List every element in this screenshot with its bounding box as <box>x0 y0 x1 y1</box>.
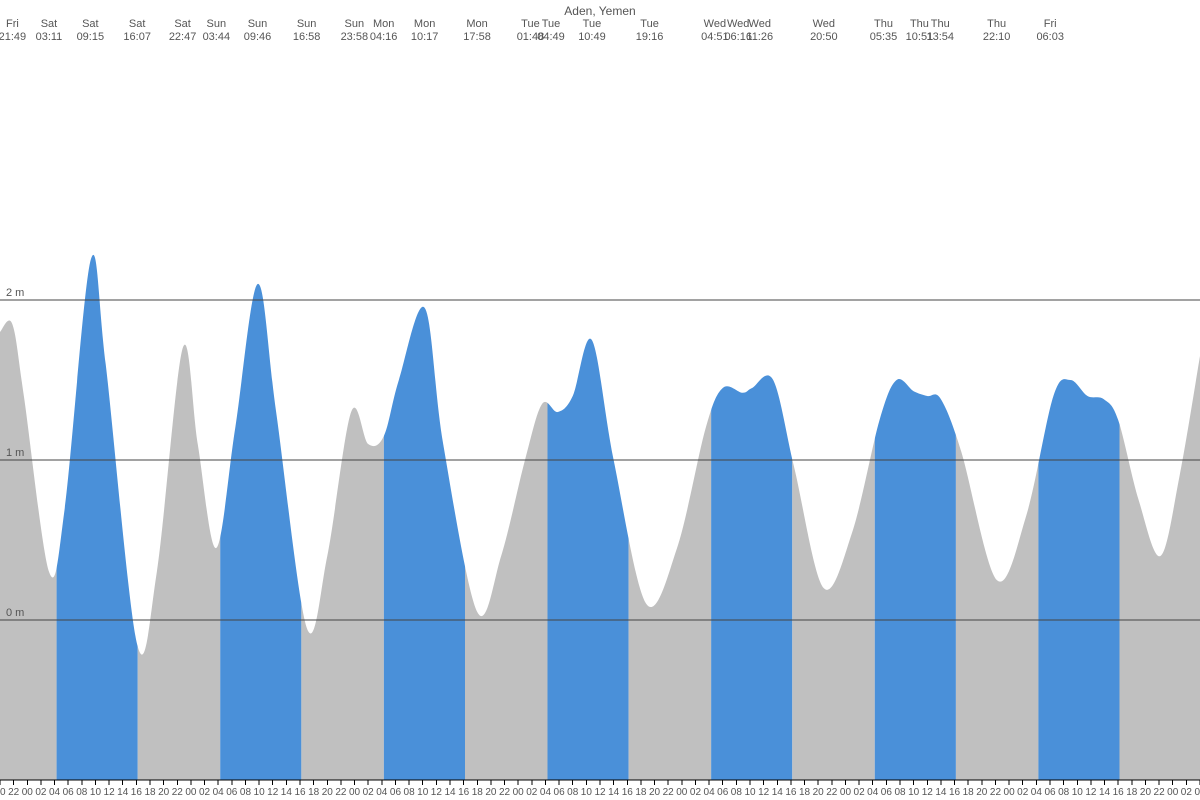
x-tick-label: 10 <box>254 787 266 798</box>
x-tick-label: 08 <box>76 787 88 798</box>
x-tick-label: 06 <box>1044 787 1056 798</box>
x-tick-label: 12 <box>758 787 770 798</box>
x-tick-label: 04 <box>867 787 879 798</box>
x-tick-label: 22 <box>1154 787 1166 798</box>
x-tick-label: 20 <box>485 787 497 798</box>
x-tick-label: 00 <box>349 787 361 798</box>
x-tick-label: 20 <box>976 787 988 798</box>
x-tick-label: 16 <box>949 787 961 798</box>
x-tick-label: 22 <box>826 787 838 798</box>
x-tick-label: 20 <box>649 787 661 798</box>
x-tick-label: 00 <box>185 787 197 798</box>
x-tick-label: 14 <box>935 787 947 798</box>
x-tick-label: 18 <box>635 787 647 798</box>
x-tick-label: 18 <box>144 787 156 798</box>
x-tick-label: 00 <box>513 787 525 798</box>
x-tick-label: 00 <box>1004 787 1016 798</box>
x-tick-label: 08 <box>731 787 743 798</box>
x-tick-label: 02 <box>690 787 702 798</box>
x-tick-label: 08 <box>240 787 252 798</box>
x-tick-label: 02 <box>1017 787 1029 798</box>
x-tick-label: 22 <box>990 787 1002 798</box>
x-tick-label: 12 <box>922 787 934 798</box>
x-tick-label: 04 <box>1194 787 1200 798</box>
x-tick-label: 04 <box>49 787 61 798</box>
x-tick-label: 16 <box>131 787 143 798</box>
y-axis-label: 2 m <box>6 287 24 299</box>
x-tick-label: 08 <box>894 787 906 798</box>
x-tick-label: 00 <box>676 787 688 798</box>
x-tick-label: 12 <box>267 787 279 798</box>
x-tick-label: 02 <box>854 787 866 798</box>
x-tick-label: 18 <box>308 787 320 798</box>
x-tick-label: 12 <box>431 787 443 798</box>
x-tick-label: 16 <box>294 787 306 798</box>
x-tick-label: 18 <box>1126 787 1138 798</box>
x-tick-label: 02 <box>199 787 211 798</box>
x-tick-label: 08 <box>404 787 416 798</box>
x-tick-label: 12 <box>1085 787 1097 798</box>
x-tick-label: 08 <box>567 787 579 798</box>
y-axis-label: 1 m <box>6 447 24 459</box>
x-tick-label: 16 <box>458 787 470 798</box>
x-tick-label: 14 <box>1099 787 1111 798</box>
x-tick-label: 02 <box>363 787 375 798</box>
x-tick-label: 22 <box>8 787 20 798</box>
x-tick-label: 04 <box>376 787 388 798</box>
x-tick-label: 06 <box>390 787 402 798</box>
x-tick-label: 20 <box>322 787 334 798</box>
x-tick-label: 10 <box>90 787 102 798</box>
x-tick-label: 20 <box>158 787 170 798</box>
tide-chart: Aden, Yemen Fri21:49Sat03:11Sat09:15Sat1… <box>0 0 1200 800</box>
x-tick-label: 14 <box>444 787 456 798</box>
x-tick-label: 22 <box>335 787 347 798</box>
x-tick-label: 22 <box>663 787 675 798</box>
x-tick-label: 12 <box>594 787 606 798</box>
x-tick-label: 04 <box>213 787 225 798</box>
x-tick-label: 04 <box>1031 787 1043 798</box>
x-tick-label: 14 <box>281 787 293 798</box>
x-tick-label: 06 <box>717 787 729 798</box>
x-tick-label: 16 <box>1113 787 1125 798</box>
x-tick-label: 06 <box>226 787 238 798</box>
x-tick-label: 08 <box>1058 787 1070 798</box>
x-tick-label: 20 <box>813 787 825 798</box>
chart-svg: 0 m1 m2 m2022000204060810121416182022000… <box>0 0 1200 800</box>
x-tick-label: 06 <box>63 787 75 798</box>
x-tick-label: 10 <box>1072 787 1084 798</box>
x-tick-label: 20 <box>0 787 6 798</box>
x-tick-label: 16 <box>622 787 634 798</box>
x-tick-label: 10 <box>581 787 593 798</box>
x-tick-label: 10 <box>417 787 429 798</box>
x-tick-label: 00 <box>22 787 34 798</box>
x-tick-label: 02 <box>526 787 538 798</box>
x-tick-label: 22 <box>499 787 511 798</box>
x-tick-label: 06 <box>554 787 566 798</box>
x-tick-label: 10 <box>744 787 756 798</box>
x-tick-label: 14 <box>117 787 129 798</box>
x-tick-label: 14 <box>608 787 620 798</box>
x-tick-label: 00 <box>840 787 852 798</box>
x-tick-label: 02 <box>35 787 47 798</box>
y-axis-label: 0 m <box>6 607 24 619</box>
x-tick-label: 04 <box>540 787 552 798</box>
x-tick-label: 14 <box>772 787 784 798</box>
x-tick-label: 00 <box>1167 787 1179 798</box>
x-tick-label: 06 <box>881 787 893 798</box>
x-tick-label: 10 <box>908 787 920 798</box>
x-tick-label: 18 <box>799 787 811 798</box>
x-tick-label: 04 <box>704 787 716 798</box>
x-tick-label: 20 <box>1140 787 1152 798</box>
x-tick-label: 18 <box>472 787 484 798</box>
x-tick-label: 12 <box>104 787 116 798</box>
x-tick-label: 02 <box>1181 787 1193 798</box>
x-tick-label: 18 <box>963 787 975 798</box>
x-tick-label: 16 <box>785 787 797 798</box>
x-tick-label: 22 <box>172 787 184 798</box>
